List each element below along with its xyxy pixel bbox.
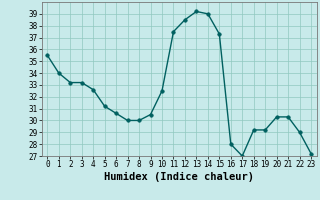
X-axis label: Humidex (Indice chaleur): Humidex (Indice chaleur): [104, 172, 254, 182]
